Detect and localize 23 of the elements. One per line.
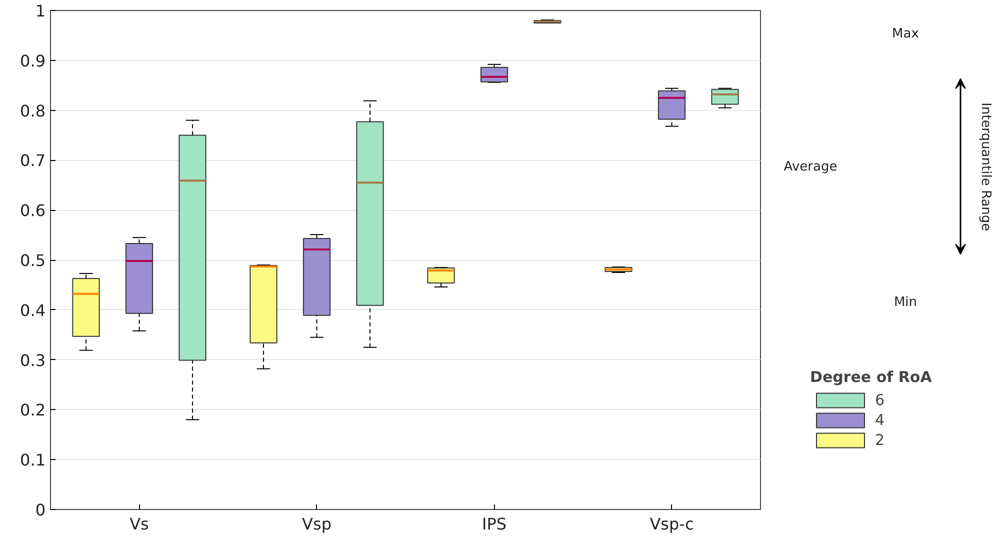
y-tick-label: 1: [35, 2, 46, 20]
y-tick-label: 0.2: [20, 400, 46, 420]
legend-title: Degree of RoA: [810, 368, 932, 386]
y-tick-label: 0.7: [20, 151, 46, 170]
y-tick-label: 0.9: [20, 51, 46, 70]
y-tick-label: 0: [35, 500, 46, 520]
y-tick-label: 0.4: [20, 300, 46, 320]
x-tick-label: Vsp: [302, 514, 332, 534]
legend-label: 2: [875, 431, 886, 449]
y-tick-label: 0.1: [20, 450, 46, 470]
text: Max: [892, 26, 920, 42]
y-tick-label: 0.5: [20, 251, 46, 270]
legend-label: 4: [875, 411, 886, 429]
text: Interquantile Range: [978, 102, 993, 232]
x-tick-label: IPS: [482, 514, 507, 534]
y-tick-label: 0.3: [20, 350, 46, 370]
x-tick-label: Vsp-c: [650, 514, 694, 534]
text: Min: [894, 294, 918, 310]
legend-label: 6: [875, 391, 886, 409]
x-tick-label: Vs: [130, 514, 149, 534]
y-tick-label: 0.8: [20, 101, 46, 120]
text: Average: [784, 159, 838, 174]
y-tick-label: 0.6: [20, 201, 46, 220]
